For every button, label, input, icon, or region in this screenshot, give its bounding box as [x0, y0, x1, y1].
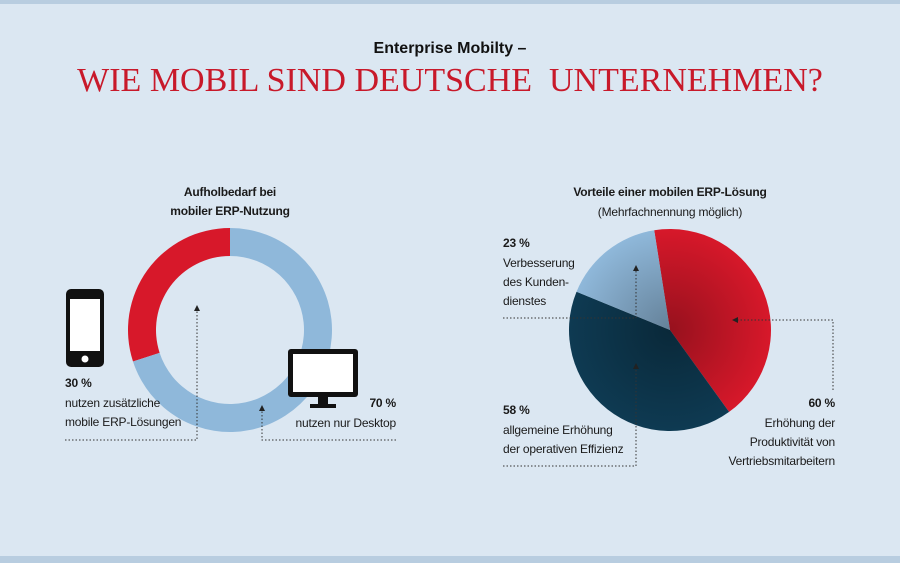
phone-icon — [66, 289, 104, 367]
main-title: WIE MOBIL SIND DEUTSCHE UNTERNEHMEN? — [77, 62, 823, 99]
monitor-icon — [288, 349, 358, 408]
value-label: 70 % — [369, 396, 396, 410]
category-label: nutzen nur Desktop — [295, 416, 397, 430]
category-label: Erhöhung der Produktivität von Vertriebs… — [728, 416, 835, 468]
pie-shading — [569, 229, 771, 431]
category-label: Verbesserung des Kunden- dienstes — [503, 256, 575, 308]
chart-subtitle: (Mehrfachnennung möglich) — [597, 205, 743, 219]
chart-title: Aufholbedarf bei mobiler ERP-Nutzung — [170, 185, 290, 218]
chart-title: Vorteile einer mobilen ERP-Lösung — [573, 185, 767, 199]
kicker: Enterprise Mobilty – — [373, 40, 527, 57]
value-label: 23 % — [503, 236, 530, 250]
leader-lines — [65, 265, 834, 467]
value-label: 60 % — [808, 396, 835, 410]
donut-segment — [127, 228, 230, 362]
value-label: 30 % — [65, 376, 92, 390]
bottom-border — [0, 556, 900, 563]
top-border — [0, 0, 900, 4]
category-label: allgemeine Erhöhung der operativen Effiz… — [503, 423, 624, 456]
value-label: 58 % — [503, 403, 530, 417]
category-label: nutzen zusätzliche mobile ERP-Lösungen — [65, 396, 182, 429]
